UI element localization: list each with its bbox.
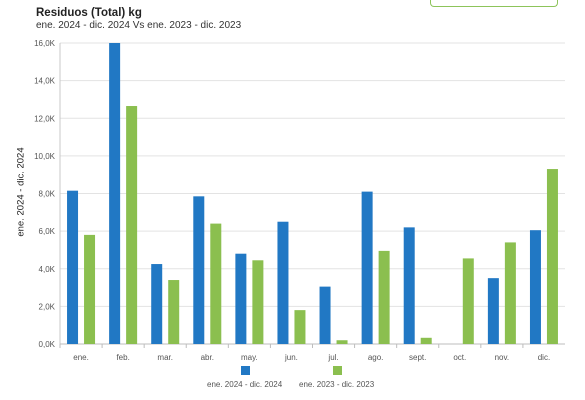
bar-2024-jul (319, 286, 331, 344)
chart-title: Residuos (Total) kg (36, 7, 142, 19)
y-tick-label: 2,0K (39, 302, 56, 311)
top-panel-edge (430, 0, 558, 7)
bar-2023-oct (462, 258, 474, 344)
x-tick-label: dic. (538, 353, 550, 362)
bar-2024-nov (487, 278, 499, 344)
x-tick-label: sept. (409, 353, 426, 362)
bar-2023-feb (126, 106, 138, 344)
y-tick-label: 8,0K (39, 190, 56, 199)
x-tick-label: mar. (157, 353, 173, 362)
bar-2023-sept (420, 337, 432, 344)
bar-2023-jul (336, 340, 348, 344)
bar-2023-ago (378, 250, 390, 344)
x-tick-label: may. (241, 353, 258, 362)
x-tick-label: ene. (73, 353, 89, 362)
bar-2024-mar (151, 264, 163, 344)
bar-2023-mar (168, 280, 180, 344)
bar-2024-sept (403, 227, 415, 344)
bar-2023-dic (546, 169, 558, 344)
bar-2023-nov (504, 242, 516, 344)
y-tick-label: 10,0K (34, 152, 56, 161)
x-tick-label: nov. (495, 353, 510, 362)
bar-2024-abr (193, 196, 205, 344)
x-tick-label: abr. (201, 353, 214, 362)
legend-label-2023: ene. 2023 - dic. 2023 (299, 380, 375, 389)
y-tick-label: 6,0K (39, 227, 56, 236)
legend-swatch-2023 (333, 366, 342, 375)
y-tick-label: 16,0K (34, 39, 56, 48)
x-tick-label: oct. (453, 353, 466, 362)
x-tick-label: jul. (327, 353, 338, 362)
y-tick-label: 4,0K (39, 265, 56, 274)
bar-2024-feb (109, 43, 121, 344)
legend-label-2024: ene. 2024 - dic. 2024 (207, 380, 283, 389)
y-tick-label: 0,0K (39, 340, 56, 349)
bar-2024-may (235, 253, 247, 344)
bar-2024-ene (67, 190, 79, 344)
y-tick-label: 14,0K (34, 77, 56, 86)
bar-2023-ene (84, 234, 96, 344)
bar-2024-dic (529, 230, 541, 344)
x-tick-label: ago. (368, 353, 384, 362)
bar-2023-may (252, 260, 264, 344)
x-tick-label: feb. (116, 353, 129, 362)
y-tick-label: 12,0K (34, 114, 56, 123)
bar-2024-ago (361, 191, 373, 344)
chart-subtitle: ene. 2024 - dic. 2024 Vs ene. 2023 - dic… (36, 20, 242, 31)
x-tick-label: jun. (284, 353, 298, 362)
bar-2023-jun (294, 310, 306, 344)
bar-2023-abr (210, 223, 222, 344)
legend-swatch-2024 (241, 366, 250, 375)
bar-2024-jun (277, 221, 289, 344)
